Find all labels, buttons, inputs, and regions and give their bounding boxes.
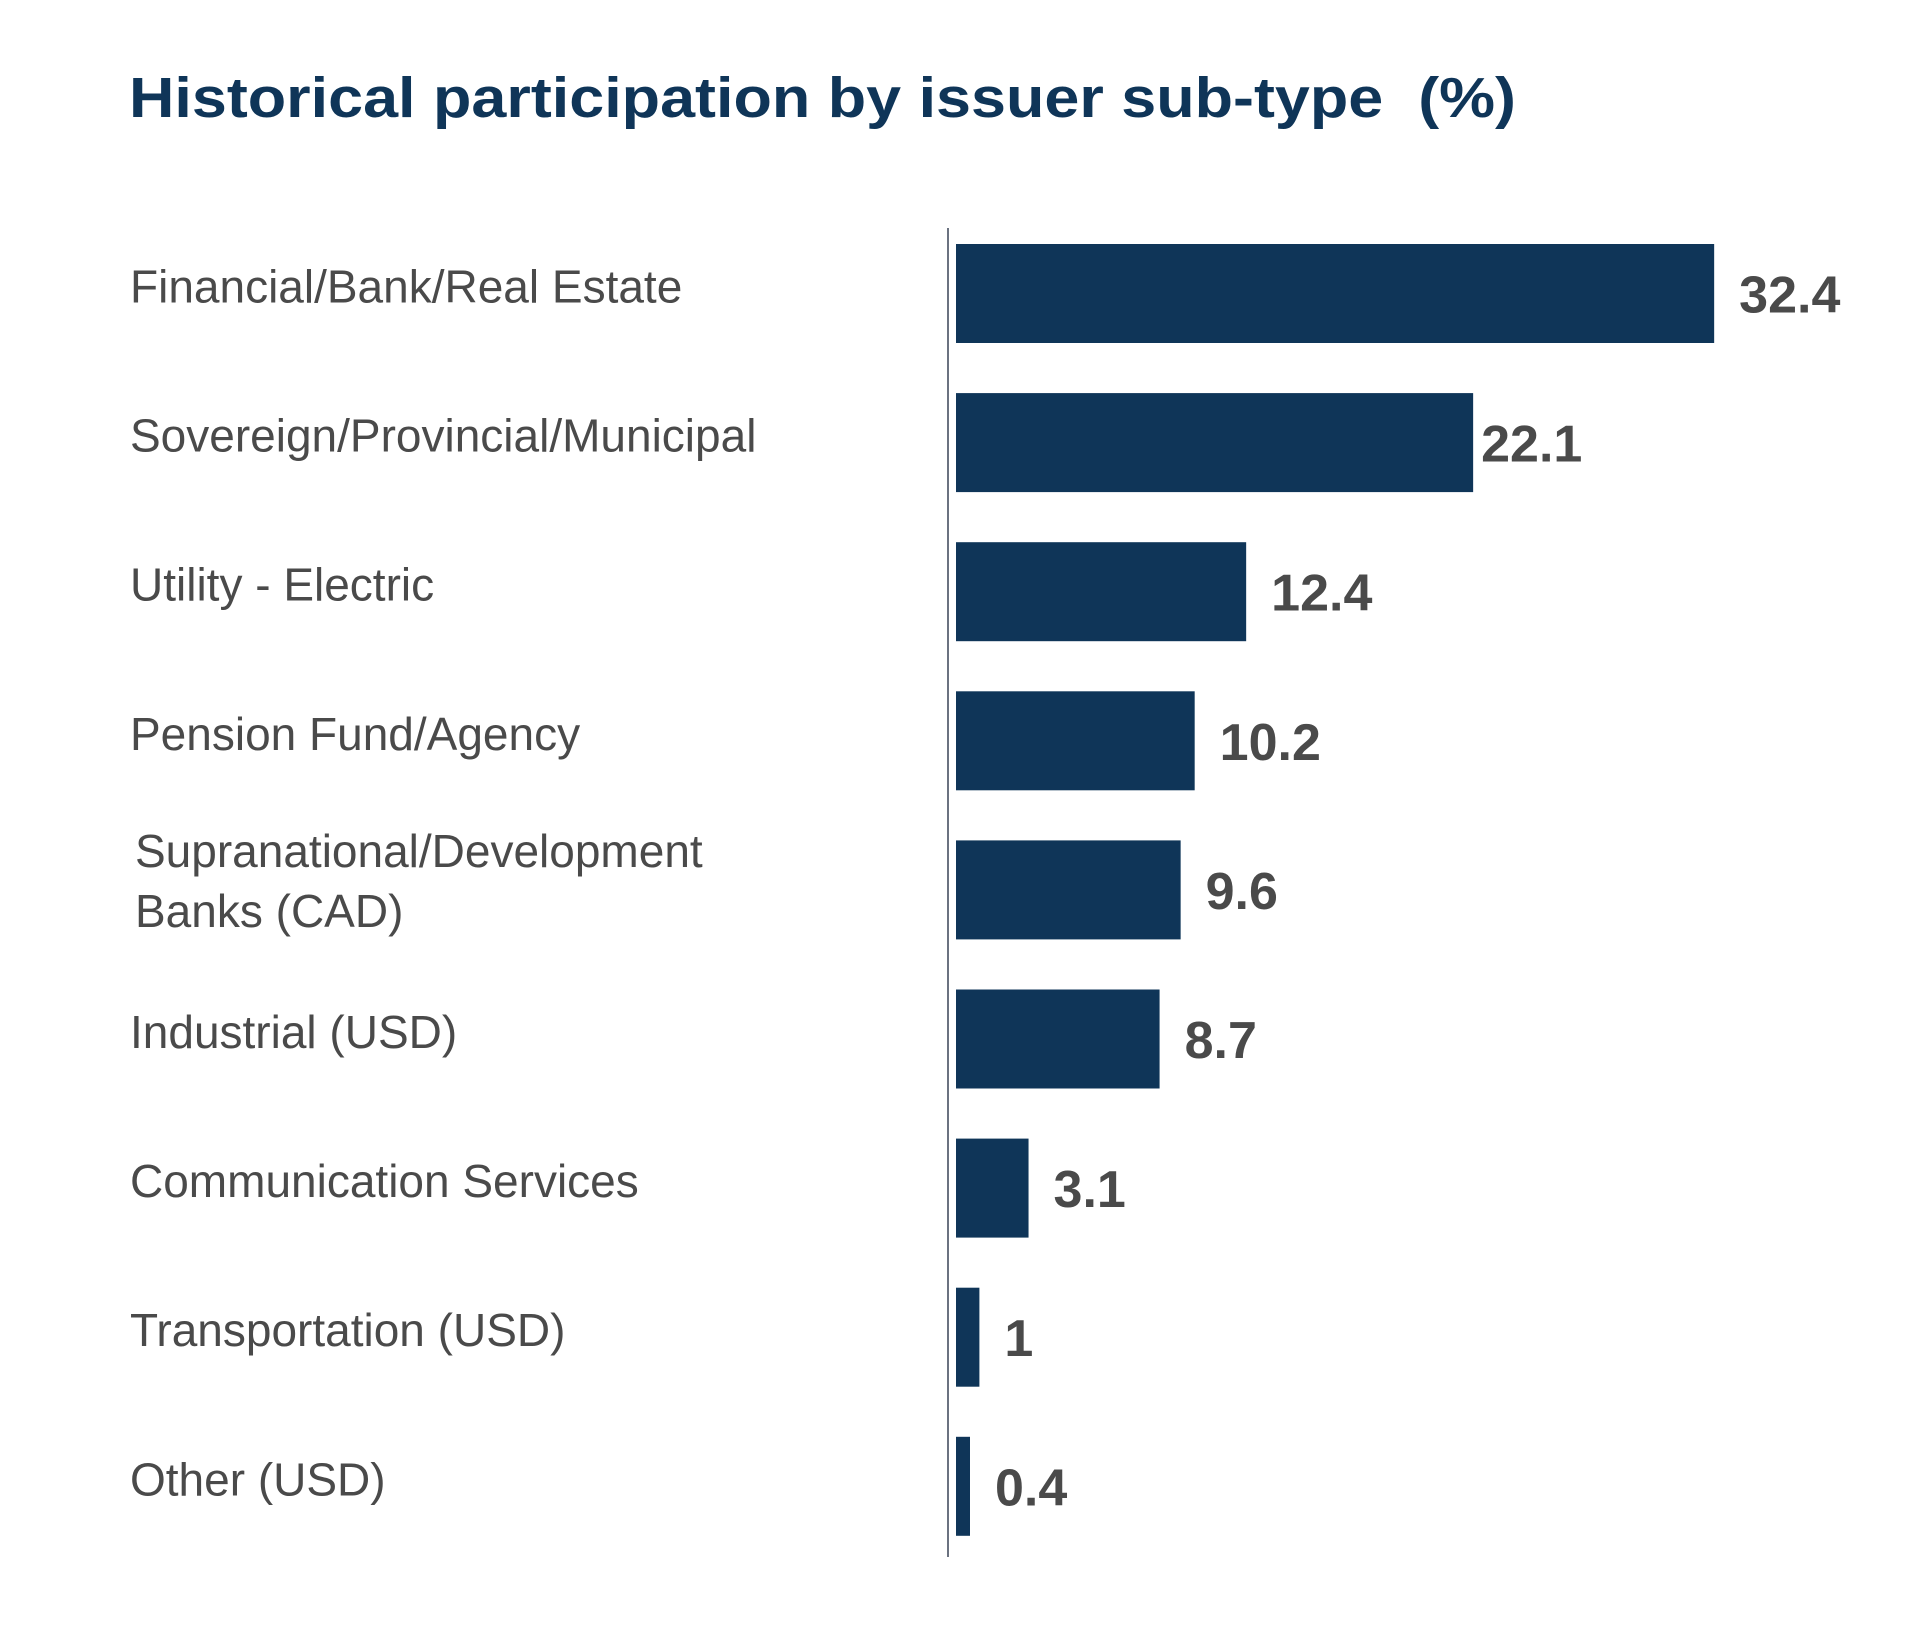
value-label: 22.1 [1481, 416, 1582, 474]
category-label: Other (USD) [130, 1453, 386, 1505]
category-label: Financial/Bank/Real Estate [130, 261, 682, 313]
value-label: 3.1 [1054, 1161, 1126, 1219]
category-label: Banks (CAD) [135, 885, 403, 937]
bar [956, 542, 1247, 642]
bar [956, 1138, 1029, 1238]
value-label: 12.4 [1271, 565, 1372, 623]
category-label: Communication Services [130, 1155, 639, 1207]
value-label: 1 [1004, 1310, 1033, 1368]
bar [956, 1436, 970, 1536]
value-label: 10.2 [1220, 714, 1321, 772]
value-label: 0.4 [995, 1459, 1067, 1517]
chart-title: Historical participation by issuer sub-t… [129, 66, 1516, 130]
category-label: Supranational/Development [135, 825, 703, 877]
bar [956, 989, 1160, 1089]
bar [956, 1287, 980, 1387]
bar [956, 840, 1181, 940]
value-label: 8.7 [1185, 1012, 1257, 1070]
category-label: Utility - Electric [130, 559, 434, 611]
category-label: Transportation (USD) [130, 1304, 565, 1356]
bar [956, 393, 1474, 493]
value-label: 32.4 [1739, 267, 1840, 325]
bar [956, 244, 1715, 343]
value-label: 9.6 [1206, 863, 1278, 921]
bar [956, 691, 1195, 791]
bars-group: 32.4 Financial/Bank/Real Estate 22.1 Sovere… [130, 244, 1840, 1536]
category-label: Industrial (USD) [130, 1006, 457, 1058]
category-label: Sovereign/Provincial/Municipal [130, 410, 756, 462]
category-label: Pension Fund/Agency [130, 708, 580, 760]
